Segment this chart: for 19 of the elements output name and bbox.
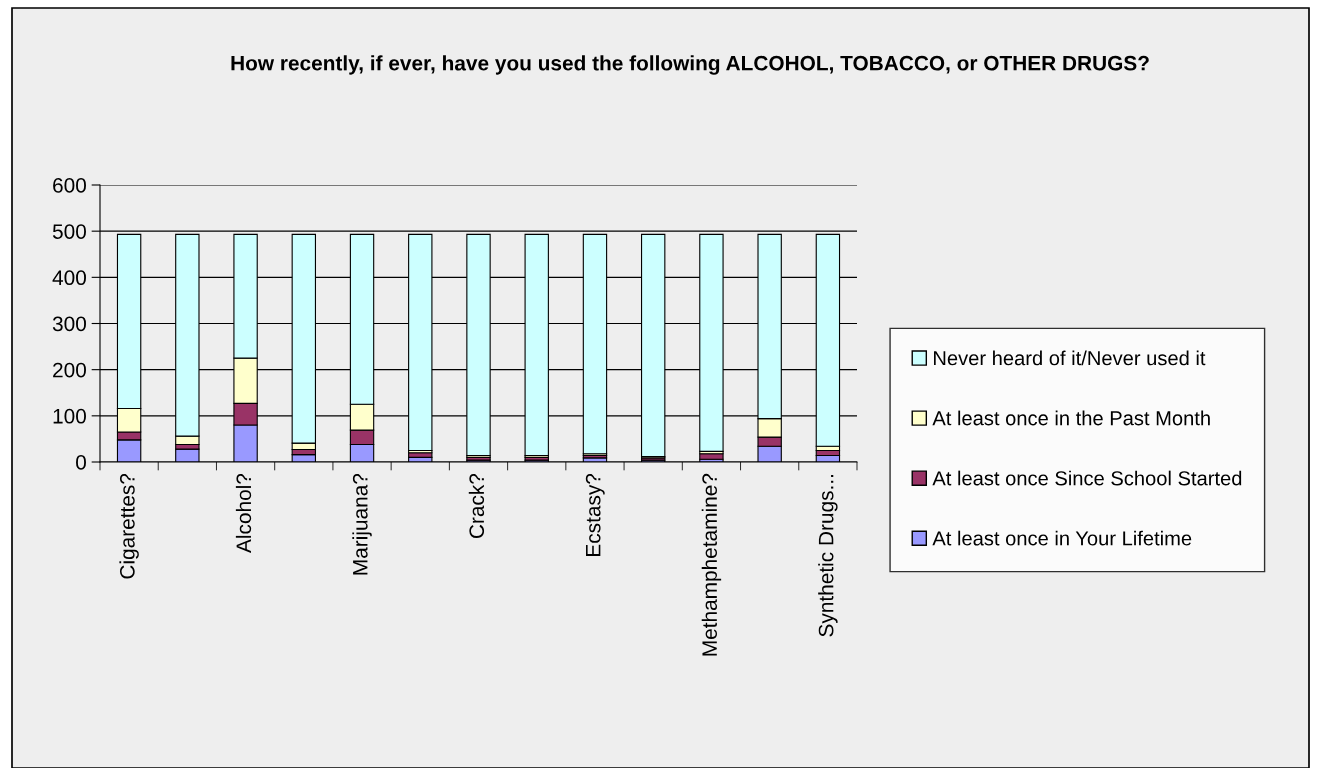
x-tick-label: Synthetic Drugs... [818,475,838,637]
y-tick-label: 0 [76,455,86,470]
x-tick-label: Cigarettes? [119,473,139,579]
y-tick-label: 400 [52,270,86,286]
y-tick-label: 100 [53,408,86,424]
x-tick-label: Alcohol? [235,473,252,553]
x-tick-label: Methamphetamine? [701,473,722,656]
y-tick-label: 200 [53,362,86,378]
y-tick-label: 300 [52,316,86,332]
x-tick-label: Marijuana? [352,473,372,575]
legend-label: At least once in Your Lifetime [932,530,1192,546]
legend-label: At least once in the Past Month [932,410,1210,426]
legend-label: Never heard of it/Never used it [934,350,1206,366]
y-tick-label: 500 [52,224,86,239]
chart-title: How recently, if ever, have you used the following ALCOHOL, TOBACCO, or OTHER DRUGS? [231,55,1149,75]
legend-label: At least once Since School Started [932,470,1242,486]
y-tick-label: 600 [53,178,86,193]
x-tick-label: Crack? [468,473,485,539]
x-tick-label: Ecstasy? [585,473,605,556]
